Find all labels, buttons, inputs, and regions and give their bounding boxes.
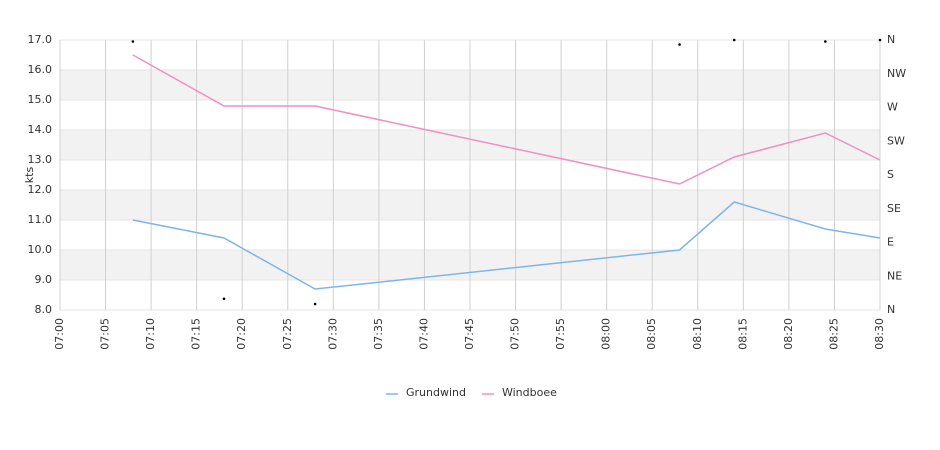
y-tick-label: 10.0	[28, 243, 53, 256]
line-series	[132, 201, 881, 290]
y-tick-label: 14.0	[28, 123, 53, 136]
x-tick-label: 08:05	[645, 318, 658, 350]
x-tick-label: 08:20	[782, 318, 795, 350]
y-tick-label: 12.0	[28, 183, 53, 196]
y2-tick-label: SE	[887, 202, 901, 215]
line-series	[132, 54, 881, 185]
direction-dot	[313, 302, 317, 306]
legend-label: Grundwind	[406, 386, 466, 399]
y-tick-label: 16.0	[28, 63, 53, 76]
grid	[59, 39, 881, 311]
y2-tick-label: N	[887, 33, 895, 46]
legend-item: Windboee	[481, 386, 557, 399]
x-tick-label: 07:45	[463, 318, 476, 350]
x-tick-label: 07:00	[53, 318, 66, 350]
y2-tick-label: E	[887, 236, 894, 249]
x-tick-label: 07:10	[144, 318, 157, 350]
direction-dot	[222, 297, 226, 301]
direction-dot	[678, 43, 681, 46]
x-tick-label: 07:35	[372, 318, 385, 350]
x-tick-label: 07:40	[417, 318, 430, 350]
y-tick-label: 17.0	[28, 33, 53, 46]
y2-tick-label: SW	[887, 134, 905, 147]
direction-dot	[131, 40, 135, 43]
x-tick-label: 07:05	[99, 318, 112, 350]
direction-dot	[824, 40, 827, 43]
direction-dot	[878, 38, 882, 42]
x-tick-label: 08:10	[691, 318, 704, 350]
x-tick-label: 08:25	[827, 318, 840, 350]
y-tick-label: 9.0	[35, 273, 53, 286]
y2-tick-label: N	[887, 303, 895, 316]
x-tick-label: 07:50	[509, 318, 522, 350]
x-tick-label: 07:30	[326, 318, 339, 350]
x-tick-label: 07:15	[190, 318, 203, 350]
y-tick-label: 15.0	[28, 93, 53, 106]
y2-tick-label: W	[887, 101, 898, 114]
y-tick-label: 13.0	[28, 153, 53, 166]
x-tick-label: 07:55	[554, 318, 567, 350]
x-tick-label: 07:20	[235, 318, 248, 350]
y2-tick-label: NW	[887, 67, 906, 80]
y2-tick-label: S	[887, 168, 894, 181]
x-tick-label: 08:15	[736, 318, 749, 350]
direction-dot	[732, 38, 736, 42]
legend-label: Windboee	[502, 386, 557, 399]
y2-tick-label: NE	[887, 269, 902, 282]
y-tick-label: 11.0	[28, 213, 53, 226]
x-tick-label: 08:30	[873, 318, 886, 350]
x-tick-label: 07:25	[281, 318, 294, 350]
x-tick-label: 08:00	[600, 318, 613, 350]
y-tick-label: 8.0	[35, 303, 53, 316]
y-axis-label: kts	[23, 167, 36, 184]
legend-item: Grundwind	[386, 386, 466, 399]
